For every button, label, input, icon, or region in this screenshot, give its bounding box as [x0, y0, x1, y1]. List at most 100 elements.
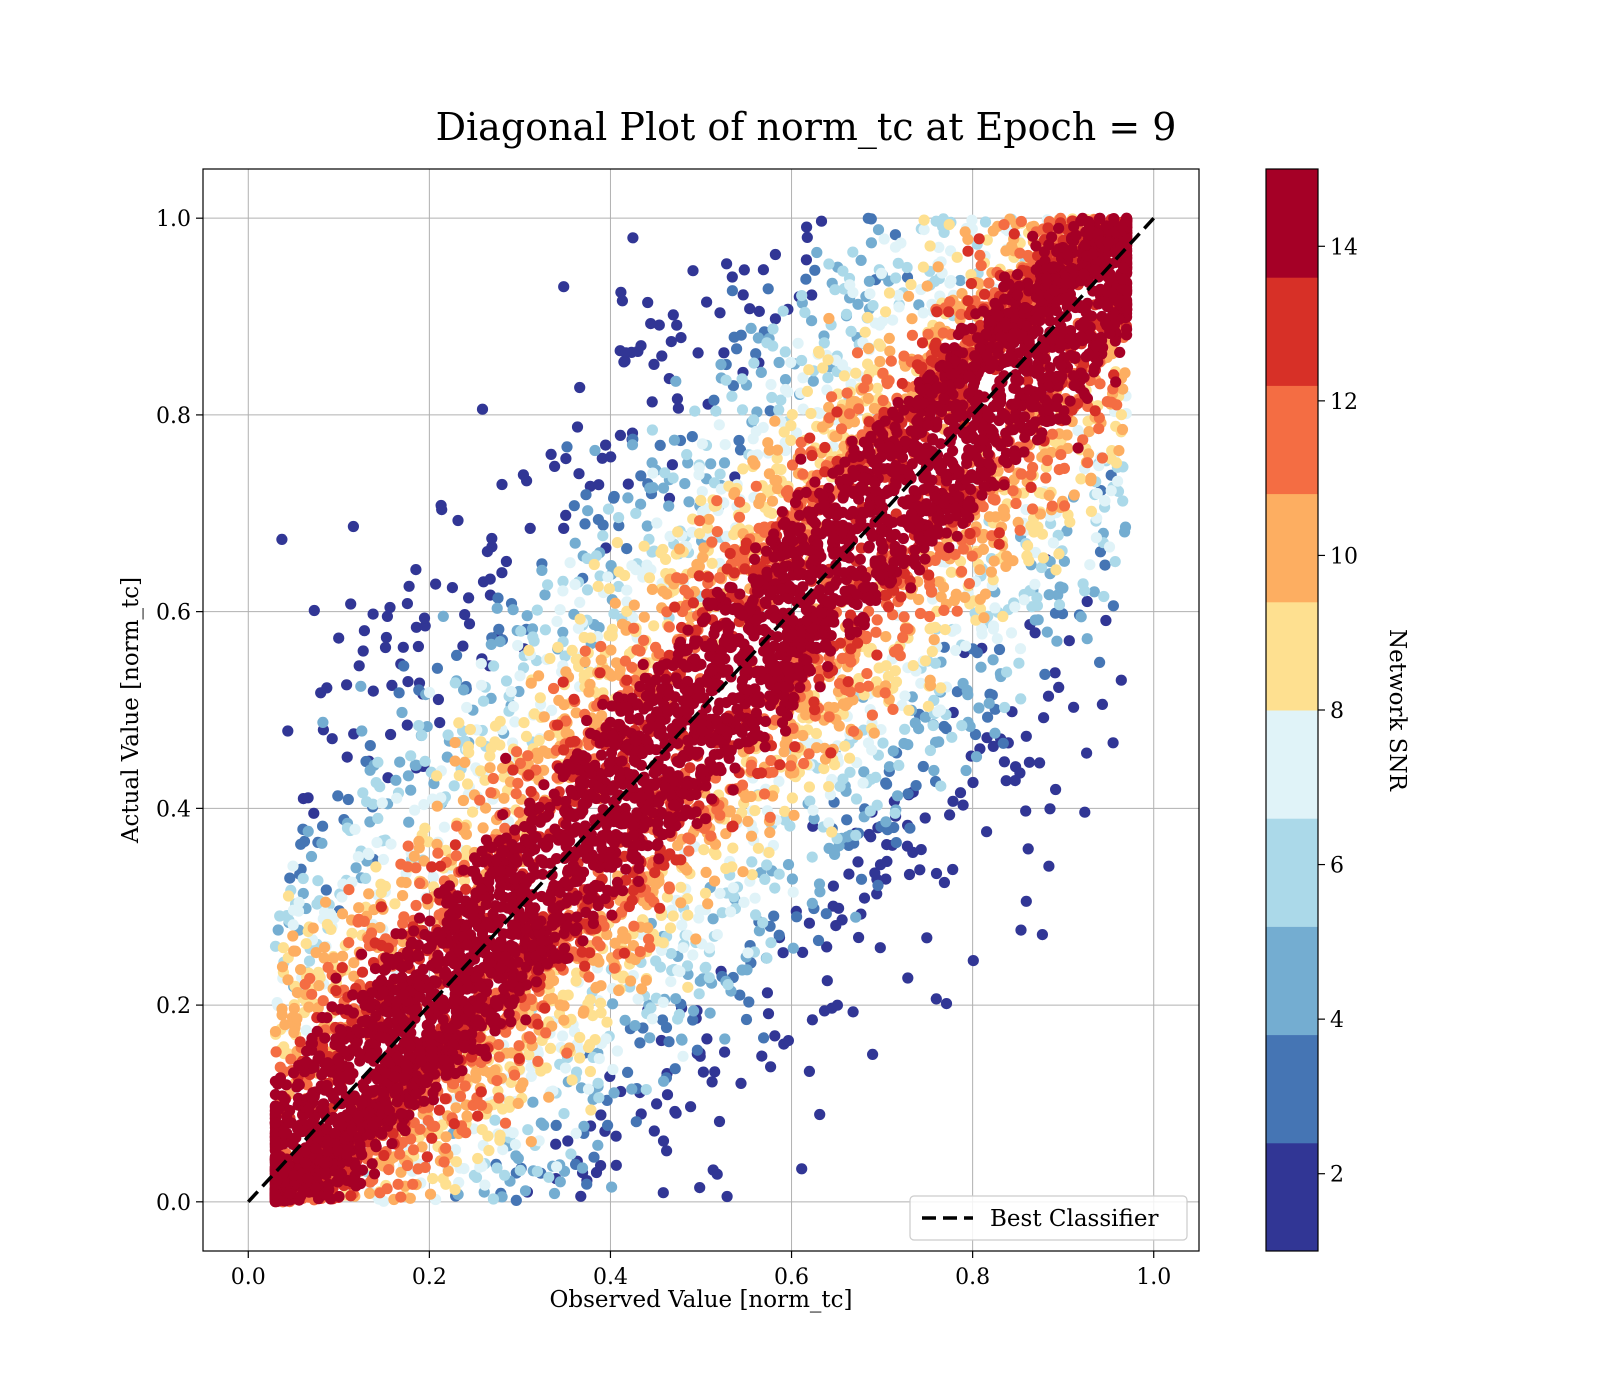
- scatter-point: [903, 290, 915, 302]
- scatter-point: [1089, 405, 1101, 417]
- scatter-point: [515, 1082, 527, 1094]
- scatter-point: [883, 287, 896, 299]
- scatter-point: [804, 432, 816, 444]
- scatter-point: [741, 964, 753, 976]
- scatter-point: [874, 942, 886, 954]
- scatter-point: [882, 601, 895, 613]
- scatter-point: [797, 372, 809, 384]
- scatter-point: [590, 550, 603, 562]
- scatter-point: [353, 902, 365, 914]
- scatter-point: [531, 1165, 544, 1178]
- scatter-point: [677, 942, 689, 954]
- scatter-point: [785, 760, 797, 772]
- scatter-point: [809, 264, 821, 276]
- scatter-point: [788, 809, 800, 821]
- scatter-point: [797, 468, 809, 480]
- scatter-point: [1034, 757, 1046, 769]
- scatter-point: [818, 337, 830, 349]
- scatter-point: [764, 405, 776, 417]
- scatter-point: [427, 871, 439, 883]
- scatter-point: [588, 558, 600, 571]
- scatter-point: [1099, 559, 1111, 571]
- scatter-point: [704, 1007, 716, 1019]
- scatter-point: [699, 887, 712, 899]
- scatter-point: [539, 1002, 551, 1014]
- scatter-point: [522, 1124, 534, 1136]
- scatter-point: [326, 733, 338, 745]
- scatter-point: [719, 439, 731, 451]
- scatter-point: [774, 759, 786, 771]
- scatter-point: [405, 750, 417, 762]
- scatter-point: [855, 254, 867, 266]
- scatter-point: [320, 896, 332, 908]
- scatter-point: [789, 741, 801, 753]
- scatter-point: [979, 288, 991, 300]
- scatter-point: [745, 322, 757, 334]
- scatter-point: [1044, 803, 1056, 815]
- scatter-point: [983, 277, 995, 289]
- scatter-point: [950, 644, 962, 657]
- scatter-point: [736, 373, 748, 385]
- scatter-point: [750, 480, 762, 492]
- scatter-point: [597, 530, 609, 542]
- scatter-point: [779, 374, 792, 386]
- scatter-point: [950, 588, 962, 600]
- scatter-point: [748, 414, 760, 426]
- scatter-point: [871, 382, 884, 394]
- scatter-point: [659, 467, 671, 479]
- scatter-point: [484, 573, 496, 585]
- scatter-point: [711, 1168, 723, 1180]
- scatter-point: [1109, 556, 1121, 568]
- scatter-point: [282, 725, 294, 737]
- scatter-point: [579, 645, 591, 657]
- scatter-point: [887, 703, 899, 716]
- scatter-point: [381, 1183, 393, 1195]
- scatter-point: [850, 793, 863, 805]
- scatter-point: [930, 993, 942, 1005]
- scatter-point: [930, 867, 943, 880]
- scatter-point: [988, 555, 1000, 567]
- scatter-point: [1075, 611, 1087, 623]
- scatter-point: [960, 640, 972, 652]
- scatter-point: [848, 725, 860, 737]
- scatter-point: [342, 793, 354, 806]
- scatter-point: [836, 359, 849, 371]
- scatter-point: [807, 804, 819, 816]
- scatter-point: [918, 224, 930, 236]
- scatter-point: [775, 394, 787, 406]
- scatter-point: [536, 564, 548, 577]
- scatter-point: [906, 313, 918, 325]
- scatter-point: [1053, 681, 1065, 694]
- scatter-point: [868, 727, 880, 739]
- scatter-point: [614, 429, 627, 441]
- scatter-point: [473, 1098, 485, 1110]
- scatter-point: [694, 515, 706, 527]
- scatter-point: [509, 1139, 522, 1151]
- scatter-point: [721, 1190, 733, 1203]
- scatter-point: [561, 1047, 573, 1059]
- scatter-point: [651, 517, 663, 529]
- scatter-point: [871, 799, 883, 811]
- scatter-point: [626, 894, 638, 907]
- scatter-point: [615, 286, 627, 298]
- scatter-point: [519, 1185, 532, 1197]
- scatter-point: [737, 463, 749, 475]
- scatter-point: [1096, 698, 1108, 711]
- scatter-point: [744, 303, 756, 315]
- scatter-point: [689, 405, 701, 417]
- scatter-point: [928, 634, 940, 646]
- scatter-point: [1009, 601, 1021, 613]
- scatter-point: [595, 1007, 607, 1019]
- scatter-point: [564, 557, 576, 569]
- scatter-point: [764, 826, 776, 839]
- scatter-point: [967, 955, 979, 967]
- scatter-point: [606, 1181, 618, 1193]
- scatter-point: [769, 882, 781, 894]
- scatter-point: [1094, 378, 1106, 390]
- scatter-point: [764, 811, 776, 824]
- scatter-point: [880, 873, 892, 885]
- scatter-point: [749, 892, 761, 904]
- scatter-point: [295, 838, 307, 850]
- scatter-point: [858, 892, 871, 904]
- scatter-point: [825, 747, 837, 759]
